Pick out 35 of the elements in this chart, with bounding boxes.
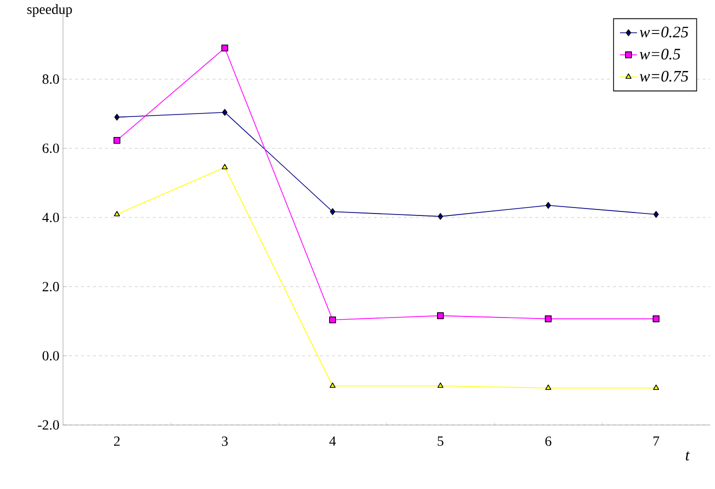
point [653, 384, 660, 390]
x-tick-label: 2 [114, 436, 120, 446]
point [114, 210, 120, 216]
point [114, 136, 120, 144]
point [329, 316, 336, 324]
x-tick-label: 5 [438, 436, 444, 446]
point [221, 44, 228, 52]
point [546, 202, 551, 209]
y-tick-label: 8.0 [42, 74, 59, 84]
y-tick-label: -2.0 [38, 420, 59, 430]
point [222, 108, 228, 116]
point [222, 164, 228, 170]
x-tick-label: 6 [545, 436, 552, 446]
y-axis-title: speedup [27, 4, 72, 17]
y-tick-label: 6.0 [42, 144, 59, 154]
point [653, 210, 659, 218]
y-tick-label: 4.0 [42, 212, 59, 222]
legend-label: w=0.25 [640, 26, 688, 38]
point [652, 315, 660, 322]
legend-label: w=0.75 [640, 70, 688, 82]
y-tick-label: 2.0 [42, 282, 59, 292]
point [330, 208, 336, 216]
y-tick-label: 0.0 [42, 351, 59, 361]
point [330, 382, 336, 388]
point [114, 114, 120, 121]
point [437, 312, 444, 320]
x-tick-label: 7 [654, 436, 660, 446]
point [438, 213, 444, 220]
point [545, 384, 552, 390]
point [437, 382, 444, 388]
x-tick-label: 4 [329, 436, 336, 446]
x-axis-title: t [686, 451, 690, 460]
x-tick-label: 3 [222, 436, 228, 446]
point [544, 315, 552, 322]
legend-label: w=0.5 [640, 48, 680, 60]
